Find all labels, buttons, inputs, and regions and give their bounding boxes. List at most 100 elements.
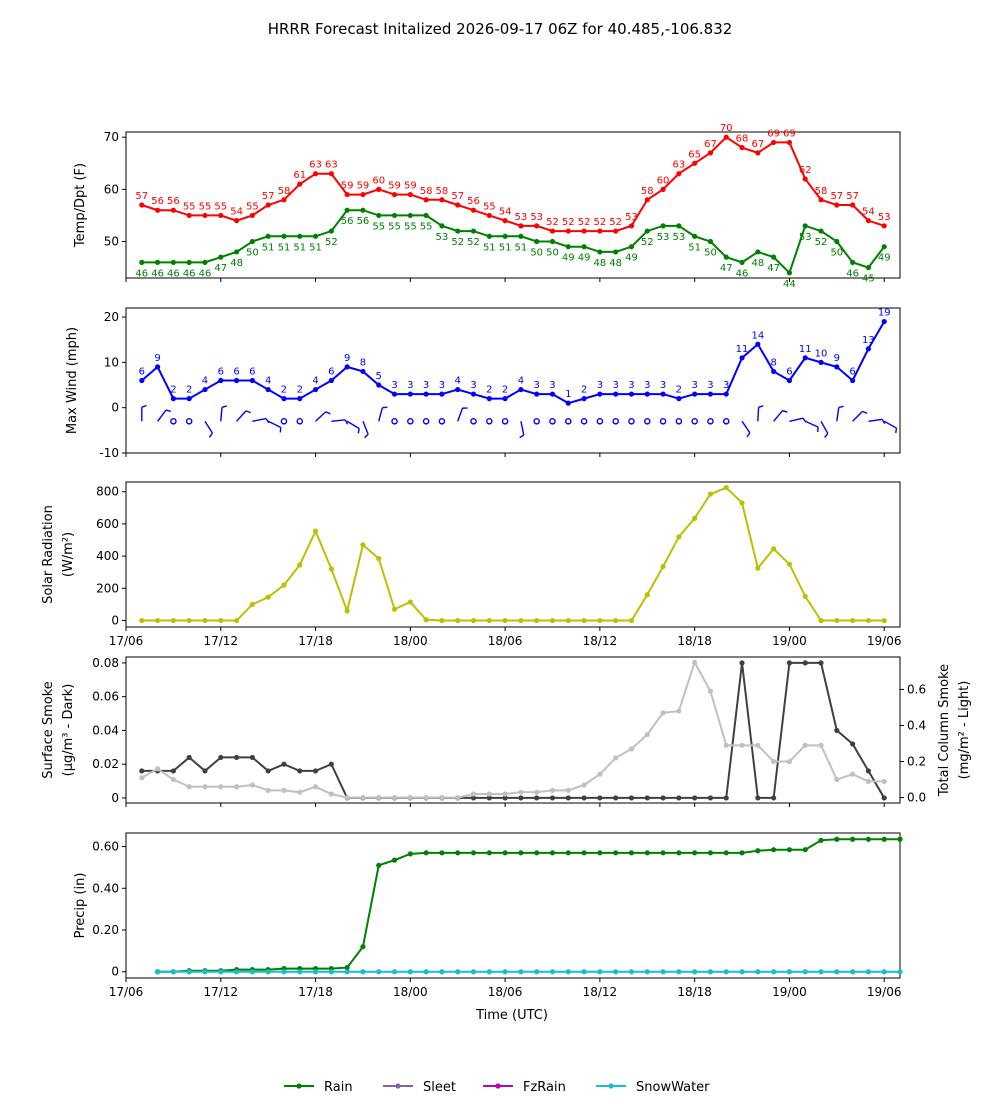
wind-barb-calm — [722, 417, 730, 425]
y-axis-unit: (μg/m³ - Dark) — [61, 684, 76, 777]
data-point — [881, 223, 887, 229]
x-tick-label: 19/00 — [772, 634, 807, 648]
data-point — [565, 244, 571, 250]
data-label: 3 — [439, 380, 445, 391]
data-point — [628, 391, 635, 397]
data-point — [439, 850, 445, 856]
wind-barb — [378, 407, 384, 422]
data-label: 52 — [451, 237, 464, 248]
data-point — [597, 228, 603, 234]
data-point — [565, 617, 571, 624]
data-point — [139, 202, 145, 208]
data-label: 55 — [214, 201, 227, 212]
data-point — [376, 212, 382, 219]
data-point — [692, 850, 698, 856]
data-point — [281, 761, 287, 767]
data-label: 5 — [376, 371, 382, 382]
data-point — [170, 768, 176, 774]
wind-barb — [315, 411, 327, 422]
data-point — [265, 787, 271, 793]
data-label: 1 — [565, 389, 571, 400]
y-tick-label: 0.20 — [92, 923, 119, 937]
data-point — [660, 710, 666, 716]
data-point — [186, 212, 192, 219]
data-label: 52 — [578, 217, 591, 228]
data-point — [723, 134, 729, 140]
data-point — [423, 391, 429, 397]
data-point — [707, 391, 714, 397]
panel-3: 17/06 17/12 17/18 18/00 18/06 18/12 18/18 19/00… — [41, 481, 902, 648]
data-point — [265, 594, 271, 600]
data-label: 54 — [862, 207, 875, 218]
data-label: 49 — [562, 253, 575, 264]
data-point — [344, 191, 350, 198]
data-point — [407, 969, 413, 975]
data-point — [423, 850, 429, 856]
data-point — [534, 850, 540, 856]
data-point — [660, 391, 666, 397]
y-right-tick-label: 0.2 — [907, 755, 926, 769]
x-tick-label: 17/12 — [203, 634, 238, 648]
data-point — [644, 228, 650, 234]
data-label: 68 — [736, 134, 749, 145]
data-point — [565, 400, 571, 406]
data-label: 3 — [391, 380, 397, 391]
data-point — [328, 761, 334, 767]
wind-barb — [220, 407, 223, 422]
data-point — [502, 218, 508, 224]
data-point — [802, 742, 808, 748]
data-label: 3 — [644, 380, 650, 391]
data-point — [312, 386, 319, 393]
y-axis-label: Surface Smoke — [41, 681, 56, 779]
wind-barb — [252, 417, 267, 422]
data-label: 62 — [799, 165, 812, 176]
y-tick-label: 400 — [96, 549, 119, 563]
data-point — [692, 515, 698, 521]
data-point — [581, 850, 587, 856]
data-point — [660, 223, 666, 229]
data-point — [881, 244, 887, 250]
data-label: 3 — [597, 380, 603, 391]
data-point — [534, 795, 540, 801]
wind-barb-calm — [391, 417, 398, 425]
data-label: 70 — [720, 123, 733, 134]
wind-barb-flag — [838, 405, 844, 409]
data-label: 47 — [720, 263, 733, 274]
data-label: 51 — [483, 242, 496, 253]
x-tick-label: 18/06 — [488, 634, 523, 648]
data-point — [170, 617, 176, 624]
data-label: 55 — [420, 221, 433, 232]
data-point — [281, 969, 287, 975]
x-tick-label: 17/18 — [298, 985, 333, 999]
data-point — [581, 617, 587, 624]
x-tick-label: 17/06 — [109, 985, 144, 999]
data-point — [249, 212, 255, 219]
data-label: 46 — [183, 268, 196, 279]
data-point — [818, 617, 824, 624]
data-label: 52 — [562, 217, 575, 228]
data-point — [597, 771, 603, 777]
data-point — [297, 768, 303, 774]
wind-barb-flag — [382, 406, 388, 409]
data-point — [613, 391, 619, 397]
data-point — [154, 259, 161, 265]
data-point — [360, 191, 366, 198]
wind-barb — [204, 420, 213, 434]
data-point — [881, 795, 887, 801]
data-point — [202, 617, 208, 624]
data-point — [739, 355, 745, 361]
y-axis-label: Temp/Dpt (F) — [73, 163, 88, 248]
y-tick-label: 600 — [96, 517, 119, 531]
data-point — [897, 969, 903, 975]
data-point — [613, 617, 619, 624]
data-point — [723, 742, 729, 748]
data-label: 10 — [815, 348, 828, 359]
series-line — [141, 135, 885, 233]
data-point — [597, 969, 603, 975]
wind-barb-flag — [165, 409, 172, 413]
x-tick-label: 18/06 — [488, 985, 523, 999]
data-point — [613, 795, 619, 801]
data-label: 58 — [436, 186, 449, 197]
data-label: 53 — [657, 232, 670, 243]
data-point — [549, 787, 556, 793]
